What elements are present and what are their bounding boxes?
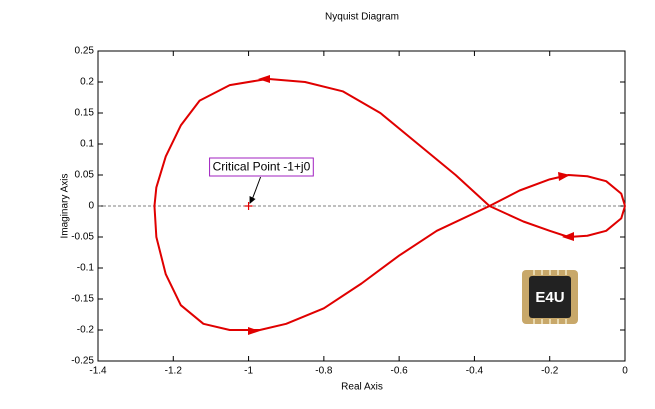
y-tick-label: 0.25 — [75, 46, 95, 57]
x-tick-label: 0 — [622, 366, 628, 377]
chart-title: Nyquist Diagram — [325, 12, 399, 23]
y-tick-label: -0.2 — [77, 325, 95, 336]
y-tick-label: -0.15 — [71, 294, 94, 305]
logo: E4U — [522, 270, 578, 324]
x-tick-label: -1.2 — [165, 366, 183, 377]
x-tick-label: -0.6 — [391, 366, 409, 377]
y-tick-label: 0.05 — [75, 170, 95, 181]
annotation-box — [209, 157, 314, 177]
annotation-arrowhead — [249, 196, 256, 204]
logo-text: E4U — [535, 289, 564, 306]
y-tick-label: 0.1 — [80, 139, 94, 150]
y-tick-label: -0.1 — [77, 263, 95, 274]
annotation-arrow — [251, 176, 262, 202]
x-tick-label: -1 — [244, 366, 253, 377]
y-tick-label: -0.05 — [71, 232, 94, 243]
x-tick-label: -0.4 — [466, 366, 484, 377]
y-tick-label: 0.2 — [80, 77, 94, 88]
y-tick-label: 0 — [88, 201, 94, 212]
x-tick-label: -0.2 — [541, 366, 559, 377]
y-tick-label: -0.25 — [71, 356, 94, 367]
x-axis-label: Real Axis — [341, 382, 383, 393]
nyquist-curve — [153, 77, 626, 331]
x-tick-label: -1.4 — [89, 366, 107, 377]
y-axis-label: Imaginary Axis — [60, 173, 71, 238]
y-tick-label: 0.15 — [75, 108, 95, 119]
annotation-text: Critical Point -1+j0 — [213, 160, 311, 174]
x-tick-label: -0.8 — [315, 366, 333, 377]
critical-point — [244, 202, 253, 210]
